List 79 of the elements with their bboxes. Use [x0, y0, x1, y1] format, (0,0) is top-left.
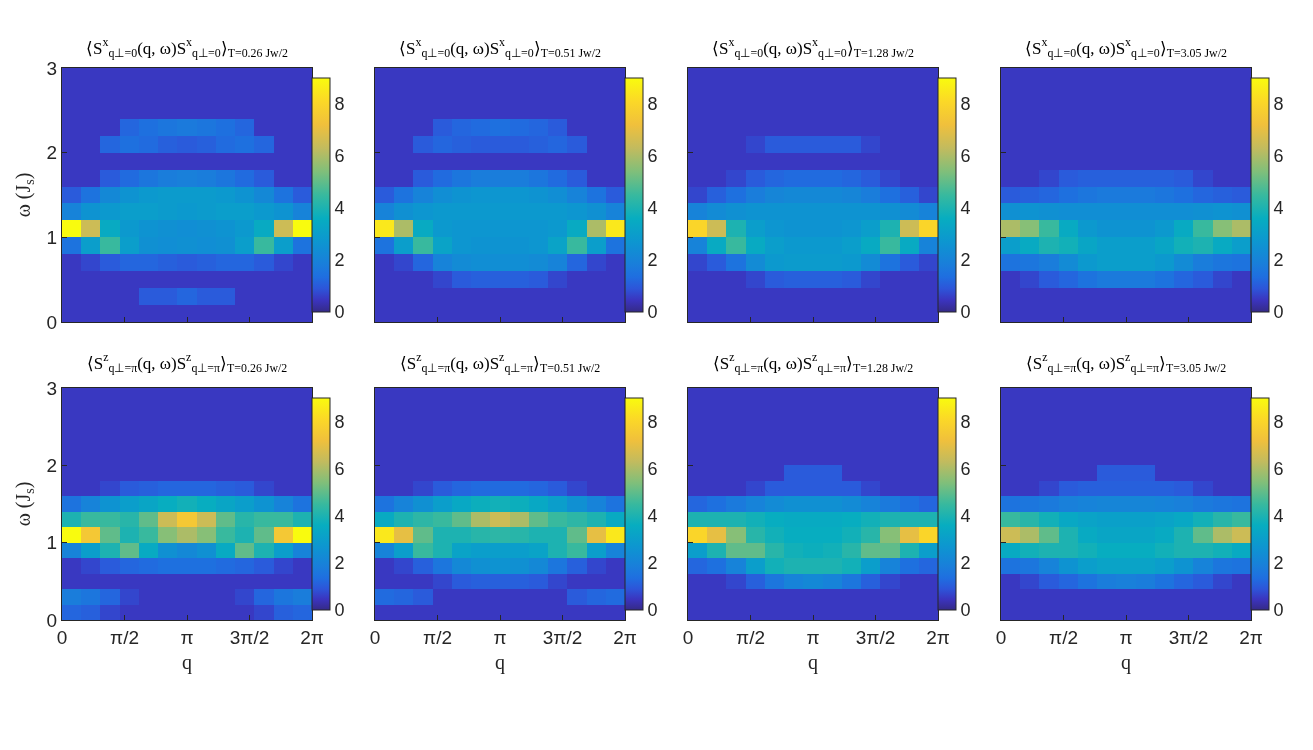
color-bar-label: 0 — [960, 600, 971, 621]
x-axis-title: q — [1121, 651, 1131, 675]
color-bar-label: 0 — [1273, 600, 1284, 621]
color-bar-label: 6 — [647, 458, 658, 479]
color-bar-label: 0 — [334, 302, 345, 323]
color-bar-label: 4 — [960, 198, 971, 219]
chart-title: ⟨S$^{x}$$_{q⊥=0}$(q, ω)S$^{x}$$_{q⊥=0}$⟩$_{T=0.26 Jw/2}$ — [86, 35, 288, 61]
x-tick-label: 2π — [1239, 626, 1263, 648]
x-tick-label: 2π — [613, 626, 637, 648]
x-tick-label: π/2 — [110, 626, 139, 648]
color-bar-label: 4 — [647, 198, 658, 219]
color-bar-label: 4 — [1273, 506, 1284, 527]
y-tick-label: 2 — [46, 454, 58, 476]
color-bar-label: 8 — [647, 411, 658, 432]
chart-title: ⟨S$^{x}$$_{q⊥=0}$(q, ω)S$^{x}$$_{q⊥=0}$⟩$_{T=1.28 Jw/2}$ — [712, 35, 914, 61]
color-bar-label: 0 — [647, 302, 658, 323]
color-bar-label: 4 — [647, 506, 658, 527]
color-bar-label: 2 — [647, 250, 658, 271]
color-bar-label: 8 — [334, 411, 345, 432]
color-bar-label: 4 — [334, 198, 345, 219]
color-bar-label: 0 — [334, 600, 345, 621]
chart-title: ⟨S$^{x}$$_{q⊥=0}$(q, ω)S$^{x}$$_{q⊥=0}$⟩$_{T=0.51 Jw/2}$ — [399, 35, 601, 61]
color-bar-label: 8 — [334, 94, 345, 115]
chart-title: ⟨S$^{z}$$_{q⊥=π}$(q, ω)S$^{z}$$_{q⊥=π}$⟩$_{T=0.26 Jw/2}$ — [86, 350, 288, 376]
color-bar-label: 6 — [334, 146, 345, 167]
y-tick-label: 2 — [46, 142, 58, 164]
x-tick-label: 2π — [926, 626, 950, 648]
x-tick-label: π — [1119, 626, 1133, 648]
y-tick-label: 3 — [46, 377, 58, 399]
color-bar-label: 2 — [1273, 250, 1284, 271]
color-bar-label: 6 — [960, 458, 971, 479]
x-tick-label: 0 — [995, 626, 1007, 648]
color-bar-label: 8 — [1273, 94, 1284, 115]
color-bar-label: 6 — [647, 146, 658, 167]
x-tick-label: π/2 — [1049, 626, 1078, 648]
color-bar-label: 2 — [647, 553, 658, 574]
x-axis-title: q — [182, 651, 192, 675]
chart-title: ⟨S$^{z}$$_{q⊥=π}$(q, ω)S$^{z}$$_{q⊥=π}$⟩$_{T=0.51 Jw/2}$ — [399, 350, 601, 376]
x-tick-label: π — [493, 626, 507, 648]
color-bar-label: 2 — [960, 553, 971, 574]
color-bar-label: 6 — [1273, 146, 1284, 167]
x-tick-label: 2π — [300, 626, 324, 648]
color-bar-label: 0 — [1273, 302, 1284, 323]
color-bar-label: 6 — [1273, 458, 1284, 479]
color-bar-label: 0 — [960, 302, 971, 323]
color-bar-label: 8 — [960, 411, 971, 432]
y-tick-label: 1 — [46, 226, 58, 248]
color-bar-label: 6 — [960, 146, 971, 167]
y-tick-label: 1 — [46, 532, 58, 554]
color-bar-label: 2 — [334, 250, 345, 271]
color-bar-label: 8 — [1273, 411, 1284, 432]
chart-title: ⟨S$^{z}$$_{q⊥=π}$(q, ω)S$^{z}$$_{q⊥=π}$⟩$_{T=1.28 Jw/2}$ — [712, 350, 914, 376]
y-tick-label: 0 — [46, 609, 58, 631]
x-tick-label: π/2 — [736, 626, 765, 648]
color-bar-label: 4 — [334, 506, 345, 527]
x-tick-label: 3π/2 — [542, 626, 583, 648]
y-tick-label: 3 — [46, 57, 58, 79]
color-bar-label: 2 — [334, 553, 345, 574]
color-bar-label: 8 — [960, 94, 971, 115]
color-bar-label: 4 — [960, 506, 971, 527]
color-bar-label: 0 — [647, 600, 658, 621]
color-bar-label: 6 — [334, 458, 345, 479]
x-tick-label: π — [180, 626, 194, 648]
color-bar-label: 2 — [960, 250, 971, 271]
color-bar-label: 4 — [1273, 198, 1284, 219]
x-axis-title: q — [495, 651, 505, 675]
x-tick-label: 0 — [369, 626, 381, 648]
y-tick-label: 0 — [46, 311, 58, 333]
x-tick-label: π/2 — [423, 626, 452, 648]
x-tick-label: 0 — [682, 626, 694, 648]
chart-title: ⟨S$^{z}$$_{q⊥=π}$(q, ω)S$^{z}$$_{q⊥=π}$⟩$_{T=3.05 Jw/2}$ — [1025, 350, 1227, 376]
x-tick-label: 3π/2 — [855, 626, 896, 648]
x-tick-label: 3π/2 — [229, 626, 270, 648]
chart-title: ⟨S$^{x}$$_{q⊥=0}$(q, ω)S$^{x}$$_{q⊥=0}$⟩$_{T=3.05 Jw/2}$ — [1025, 35, 1227, 61]
x-tick-label: π — [806, 626, 820, 648]
x-tick-label: 3π/2 — [1168, 626, 1209, 648]
color-bar-label: 2 — [1273, 553, 1284, 574]
color-bar-label: 8 — [647, 94, 658, 115]
x-axis-title: q — [808, 651, 818, 675]
